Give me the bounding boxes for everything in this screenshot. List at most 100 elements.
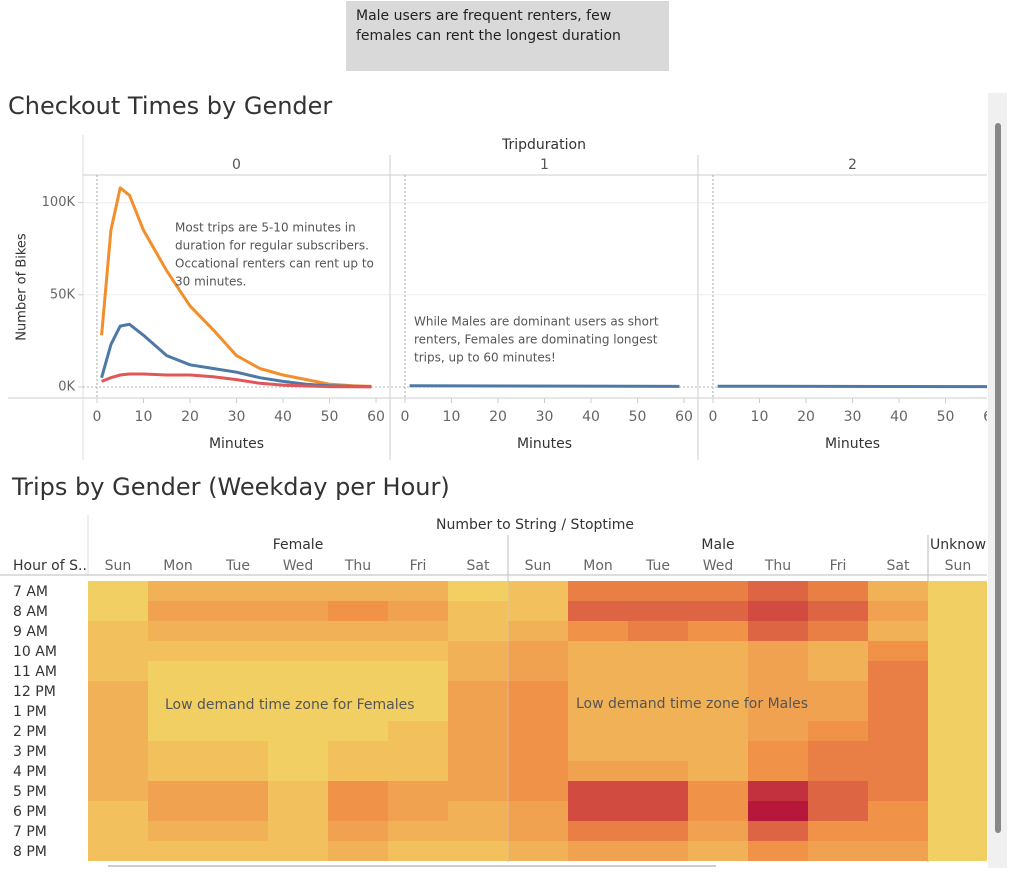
heat-cell [868,841,928,861]
row-label: 8 AM [13,604,48,620]
heat-cell [568,681,628,701]
x-tick-label: 20 [181,409,199,425]
annotation: 30 minutes. [175,275,246,289]
heat-cell [208,841,268,861]
heat-cell [868,621,928,641]
series-line [100,186,372,388]
heat-cell [748,781,808,801]
heat-cell [448,841,508,861]
heat-cell [568,841,628,861]
heat-cell [508,721,568,741]
heat-cell [868,721,928,741]
heat-cell [808,661,868,681]
column-label: Sun [525,558,552,574]
heat-cell [448,821,508,841]
heat-cell [328,781,388,801]
column-label: Fri [410,558,427,574]
heat-cell [268,761,328,781]
heat-cell [88,821,148,841]
column-label: Fri [830,558,847,574]
heat-cell [868,741,928,761]
y-tick-label: 100K [42,195,76,210]
heat-cell [928,741,987,761]
row-label: 10 AM [13,644,57,660]
heat-cell [928,641,987,661]
row-label: 7 AM [13,584,48,600]
heat-cell [808,821,868,841]
heat-cell [508,741,568,761]
heat-cell [268,821,328,841]
heat-cell [388,601,448,621]
column-label: Tue [225,558,250,574]
heat-cell [628,581,688,601]
heat-cell [748,601,808,621]
heat-cell [88,681,148,701]
heat-cell [208,621,268,641]
row-label: 7 PM [13,824,47,840]
heat-cell [388,581,448,601]
column-label: Thu [764,558,791,574]
annotation: Low demand time zone for Females [165,697,415,713]
heat-cell [388,821,448,841]
heat-cell [268,601,328,621]
row-label: 6 PM [13,804,47,820]
x-tick-label: 60 [983,409,987,425]
heat-cell [808,681,868,701]
heat-cell [388,841,448,861]
heat-cell [328,721,388,741]
heat-cell [508,621,568,641]
heat-cell [148,641,208,661]
series-line [101,372,372,389]
heat-cell [868,801,928,821]
row-label: 11 AM [13,664,57,680]
group-label: Unknown [930,537,987,553]
heat-cell [448,661,508,681]
heat-cell [628,681,688,701]
heat-cell [328,841,388,861]
heat-cell [568,601,628,621]
heat-cell [448,601,508,621]
heat-cell [88,601,148,621]
heat-cell [748,821,808,841]
y-tick-label: 0K [58,379,75,394]
scroll-thumb[interactable] [995,123,1001,833]
x-tick-label: 40 [274,409,292,425]
heat-cell [148,821,208,841]
heat-cell [628,661,688,681]
heat-cell [928,761,987,781]
x-tick-label: 60 [367,409,385,425]
column-title: Number to String / Stoptime [436,517,634,533]
heat-cell [508,601,568,621]
column-label: Wed [703,558,734,574]
heat-cell [928,781,987,801]
heat-cell [928,821,987,841]
heat-cell [448,621,508,641]
heat-cell [148,721,208,741]
annotation: Occational renters can rent up to [175,257,374,271]
heat-cell [328,701,388,721]
heat-cell [748,701,808,721]
annotation: Low demand time zone for Males [576,696,808,712]
heat-cell [328,621,388,641]
heat-cell [148,681,208,701]
heat-cell [208,761,268,781]
heat-cell [928,701,987,721]
heat-cell [88,841,148,861]
heat-cell [388,761,448,781]
x-tick-label: 50 [937,409,955,425]
heat-cell [208,721,268,741]
heat-cell [688,581,748,601]
heat-cell [688,821,748,841]
heat-cell [88,581,148,601]
heat-cell [208,681,268,701]
heat-cell [88,741,148,761]
scrollbar[interactable] [988,93,1007,868]
heat-cell [88,721,148,741]
heat-cell [508,641,568,661]
heat-cell [688,661,748,681]
heat-cell [928,801,987,821]
x-tick-label: 40 [890,409,908,425]
group-label: Female [273,537,324,553]
column-label: Mon [583,558,613,574]
